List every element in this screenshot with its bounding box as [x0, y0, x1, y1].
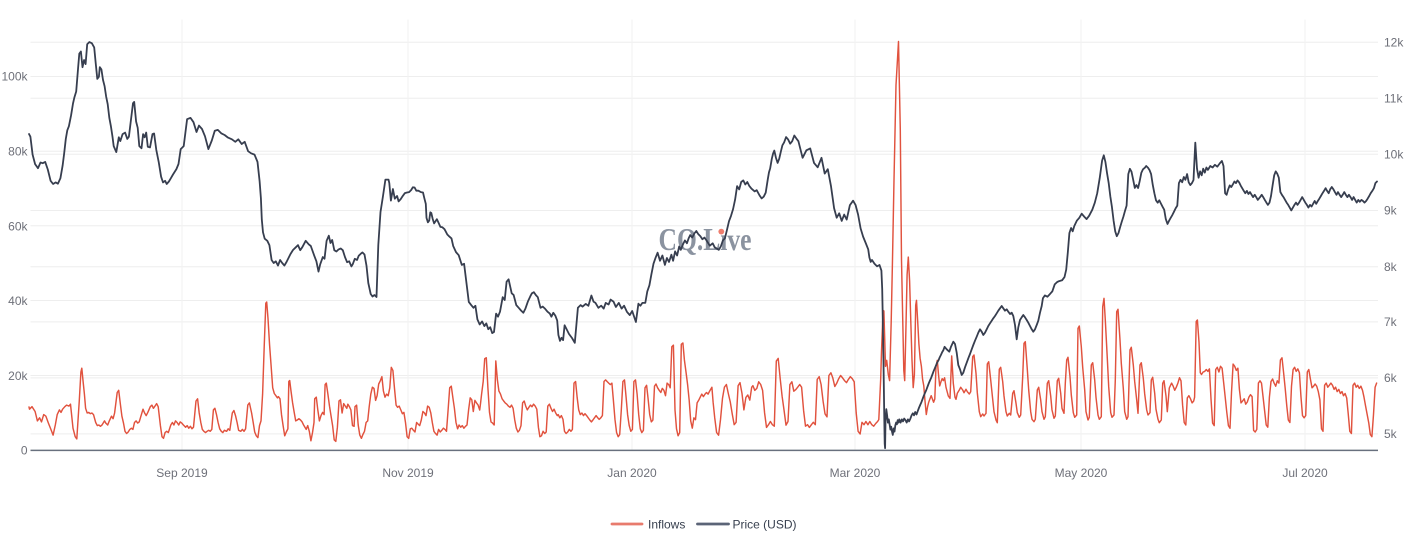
svg-text:Nov 2019: Nov 2019 [382, 466, 434, 480]
svg-text:Jul 2020: Jul 2020 [1282, 466, 1328, 480]
svg-text:Jan 2020: Jan 2020 [607, 466, 657, 480]
svg-text:Mar 2020: Mar 2020 [830, 466, 881, 480]
svg-text:5k: 5k [1384, 427, 1398, 441]
svg-text:7k: 7k [1384, 315, 1398, 329]
svg-text:10k: 10k [1384, 148, 1404, 162]
svg-text:80k: 80k [8, 145, 28, 159]
svg-text:40k: 40k [8, 294, 28, 308]
svg-text:100k: 100k [1, 70, 28, 84]
svg-text:Price (USD): Price (USD) [733, 517, 797, 531]
svg-text:11k: 11k [1384, 92, 1403, 106]
svg-text:Inflows: Inflows [648, 517, 685, 531]
svg-text:12k: 12k [1384, 36, 1404, 50]
svg-text:60k: 60k [8, 219, 28, 233]
svg-text:8k: 8k [1384, 260, 1398, 274]
svg-text:Sep 2019: Sep 2019 [156, 466, 208, 480]
svg-text:9k: 9k [1384, 204, 1398, 218]
svg-text:May 2020: May 2020 [1055, 466, 1108, 480]
svg-text:0: 0 [21, 444, 28, 458]
svg-text:6k: 6k [1384, 371, 1398, 385]
svg-text:20k: 20k [8, 369, 28, 383]
